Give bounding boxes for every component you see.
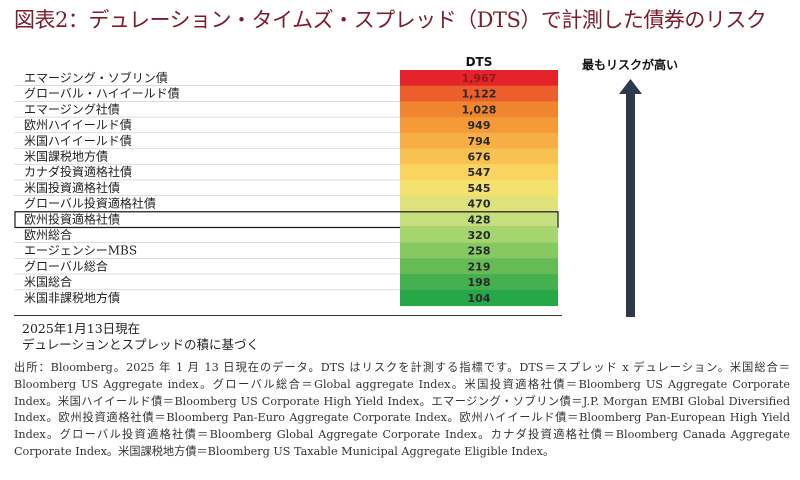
- dts-bar: [400, 117, 558, 134]
- category-label: 米国ハイイールド債: [24, 133, 132, 148]
- dts-bar: [400, 179, 558, 197]
- dts-bar: [400, 195, 558, 212]
- dts-value-label: 1,028: [462, 103, 497, 116]
- dts-value-label: 545: [468, 182, 491, 195]
- dts-value-label: 198: [468, 276, 491, 289]
- category-label: エマージング・ソブリン債: [24, 70, 168, 85]
- dts-value-label: 676: [468, 151, 491, 164]
- category-label: 米国総合: [24, 274, 72, 289]
- dts-bar: [400, 70, 558, 87]
- dts-bar: [400, 148, 558, 165]
- category-label: 米国非課税地方債: [24, 290, 120, 305]
- dts-column-header: DTS: [465, 55, 493, 69]
- dts-basis-note: デュレーションとスプレッドの積に基づく: [22, 337, 260, 352]
- dts-value-label: 949: [468, 119, 491, 132]
- category-label: 米国課税地方債: [24, 149, 108, 164]
- category-label: エマージング社債: [24, 101, 120, 116]
- category-label: 欧州投資適格社債: [24, 211, 120, 226]
- dts-value-label: 104: [468, 292, 491, 305]
- category-label: グローバル総合: [24, 258, 108, 273]
- dts-bar: [400, 289, 558, 307]
- dts-bar: [400, 85, 558, 102]
- dts-value-label: 1,967: [462, 72, 497, 85]
- risk-arrow-head: [619, 79, 642, 94]
- dts-bar: [400, 164, 558, 181]
- source-text: 出所：Bloomberg。2025 年 1 月 13 日現在のデータ。DTS は…: [14, 361, 790, 458]
- dts-value-label: 320: [468, 229, 491, 242]
- category-label: 米国投資適格社債: [24, 180, 120, 195]
- dts-value-label: 1,122: [462, 88, 497, 101]
- dts-bar: [400, 101, 558, 118]
- dts-value-label: 794: [468, 135, 491, 148]
- category-label: 欧州総合: [24, 227, 72, 242]
- as-of-date-note: 2025年1月13日現在: [22, 321, 141, 336]
- dts-bar: [400, 211, 558, 228]
- category-label: カナダ投資適格社債: [24, 164, 132, 179]
- dts-value-label: 428: [468, 213, 491, 226]
- highlight-box: [14, 211, 559, 229]
- footer-divider: [14, 315, 562, 316]
- category-label: グローバル投資適格社債: [24, 196, 156, 211]
- dts-value-label: 219: [468, 260, 491, 273]
- category-label: グローバル・ハイイールド債: [24, 86, 180, 101]
- dts-bar: [400, 258, 558, 275]
- risk-arrow: [619, 79, 642, 317]
- dts-value-label: 470: [468, 198, 491, 211]
- dts-value-label: 547: [468, 166, 491, 179]
- dts-value-label: 258: [468, 245, 491, 258]
- risk-arrow-shaft: [626, 92, 635, 317]
- category-label: エージェンシーMBS: [24, 244, 137, 258]
- category-label: 欧州ハイイールド債: [24, 117, 132, 132]
- dts-bar: [400, 242, 558, 259]
- dts-bar: [400, 227, 558, 244]
- chart-title: 図表2：デュレーション・タイムズ・スプレッド（DTS）で計測した債券のリスク: [14, 8, 767, 32]
- dts-bar: [400, 274, 558, 291]
- dts-bar: [400, 132, 558, 150]
- dts-chart: エマージング・ソブリン債 1,967 グローバル・ハイイールド債 1,122 エマージン…: [14, 70, 642, 317]
- highest-risk-label: 最もリスクが高い: [582, 58, 679, 72]
